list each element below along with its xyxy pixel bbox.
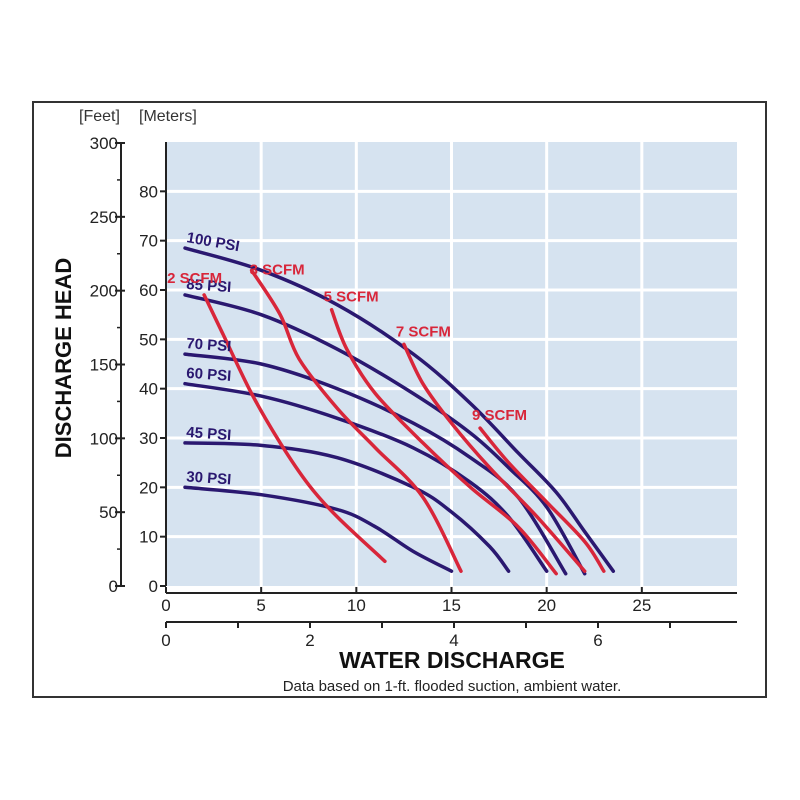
y-feet-tick-label: 200	[90, 282, 118, 301]
psi-curve-85-psi	[183, 293, 587, 576]
y-axis-title: DISCHARGE HEAD	[51, 258, 76, 458]
scfm-label-7-scfm: 7 SCFM	[396, 323, 451, 340]
y-meters-tick-label: 20	[139, 478, 158, 497]
y-meters-tick-label: 60	[139, 281, 158, 300]
x-top-tick-label: 20	[537, 596, 556, 615]
y-feet-tick-label: 50	[99, 503, 118, 522]
scfm-curve-9-scfm	[478, 426, 606, 573]
y-meters-tick-label: 0	[149, 577, 158, 596]
x-top-tick-label: 5	[256, 596, 265, 615]
x-axis-title: WATER DISCHARGE	[339, 647, 565, 673]
x-top-tick-label: 15	[442, 596, 461, 615]
scfm-label-3-scfm: 3 SCFM	[250, 261, 305, 278]
psi-label-45-psi: 45 PSI	[186, 424, 232, 444]
y-meters-tick-label: 30	[139, 429, 158, 448]
psi-curve-100-psi	[183, 246, 616, 573]
y-feet-tick-label: 0	[109, 577, 118, 596]
scfm-curve-7-scfm	[402, 342, 587, 573]
x-top-tick-label: 10	[347, 596, 366, 615]
y-feet-tick-label: 300	[90, 134, 118, 153]
series	[183, 246, 616, 576]
x-top-tick-label: 25	[632, 596, 651, 615]
y-meters-tick-label: 70	[139, 232, 158, 251]
x-bottom-tick-label: 0	[161, 631, 170, 650]
scfm-label-5-scfm: 5 SCFM	[324, 289, 379, 306]
y-unit-meters: [Meters]	[139, 108, 197, 125]
y-meters-tick-label: 80	[139, 182, 158, 201]
scfm-curve-5-scfm	[329, 307, 558, 576]
x-bottom-tick-label: 2	[305, 631, 314, 650]
chart-note: Data based on 1-ft. flooded suction, amb…	[283, 678, 622, 695]
scfm-label-9-scfm: 9 SCFM	[472, 407, 527, 424]
y-feet-tick-label: 250	[90, 208, 118, 227]
x-top-tick-label: 0	[161, 596, 170, 615]
scfm-curve-3-scfm	[249, 268, 463, 573]
psi-label-30-psi: 30 PSI	[186, 468, 232, 488]
psi-curve-45-psi	[183, 441, 511, 573]
x-bottom-tick-label: 4	[449, 631, 458, 650]
psi-label-70-psi: 70 PSI	[186, 335, 232, 355]
scfm-label-2-scfm: 2 SCFM	[167, 270, 222, 287]
psi-label-85-psi: 85 PSI	[186, 276, 232, 296]
psi-curve-30-psi	[183, 485, 454, 573]
y-feet-tick-label: 150	[90, 356, 118, 375]
psi-label-60-psi: 60 PSI	[186, 365, 232, 385]
y-meters-tick-label: 40	[139, 380, 158, 399]
y-unit-feet: [Feet]	[79, 108, 120, 125]
x-bottom-tick-label: 6	[593, 631, 602, 650]
y-meters-tick-label: 10	[139, 528, 158, 547]
scfm-curve-2-scfm	[202, 293, 387, 564]
y-feet-tick-label: 100	[90, 429, 118, 448]
y-meters-tick-label: 50	[139, 330, 158, 349]
